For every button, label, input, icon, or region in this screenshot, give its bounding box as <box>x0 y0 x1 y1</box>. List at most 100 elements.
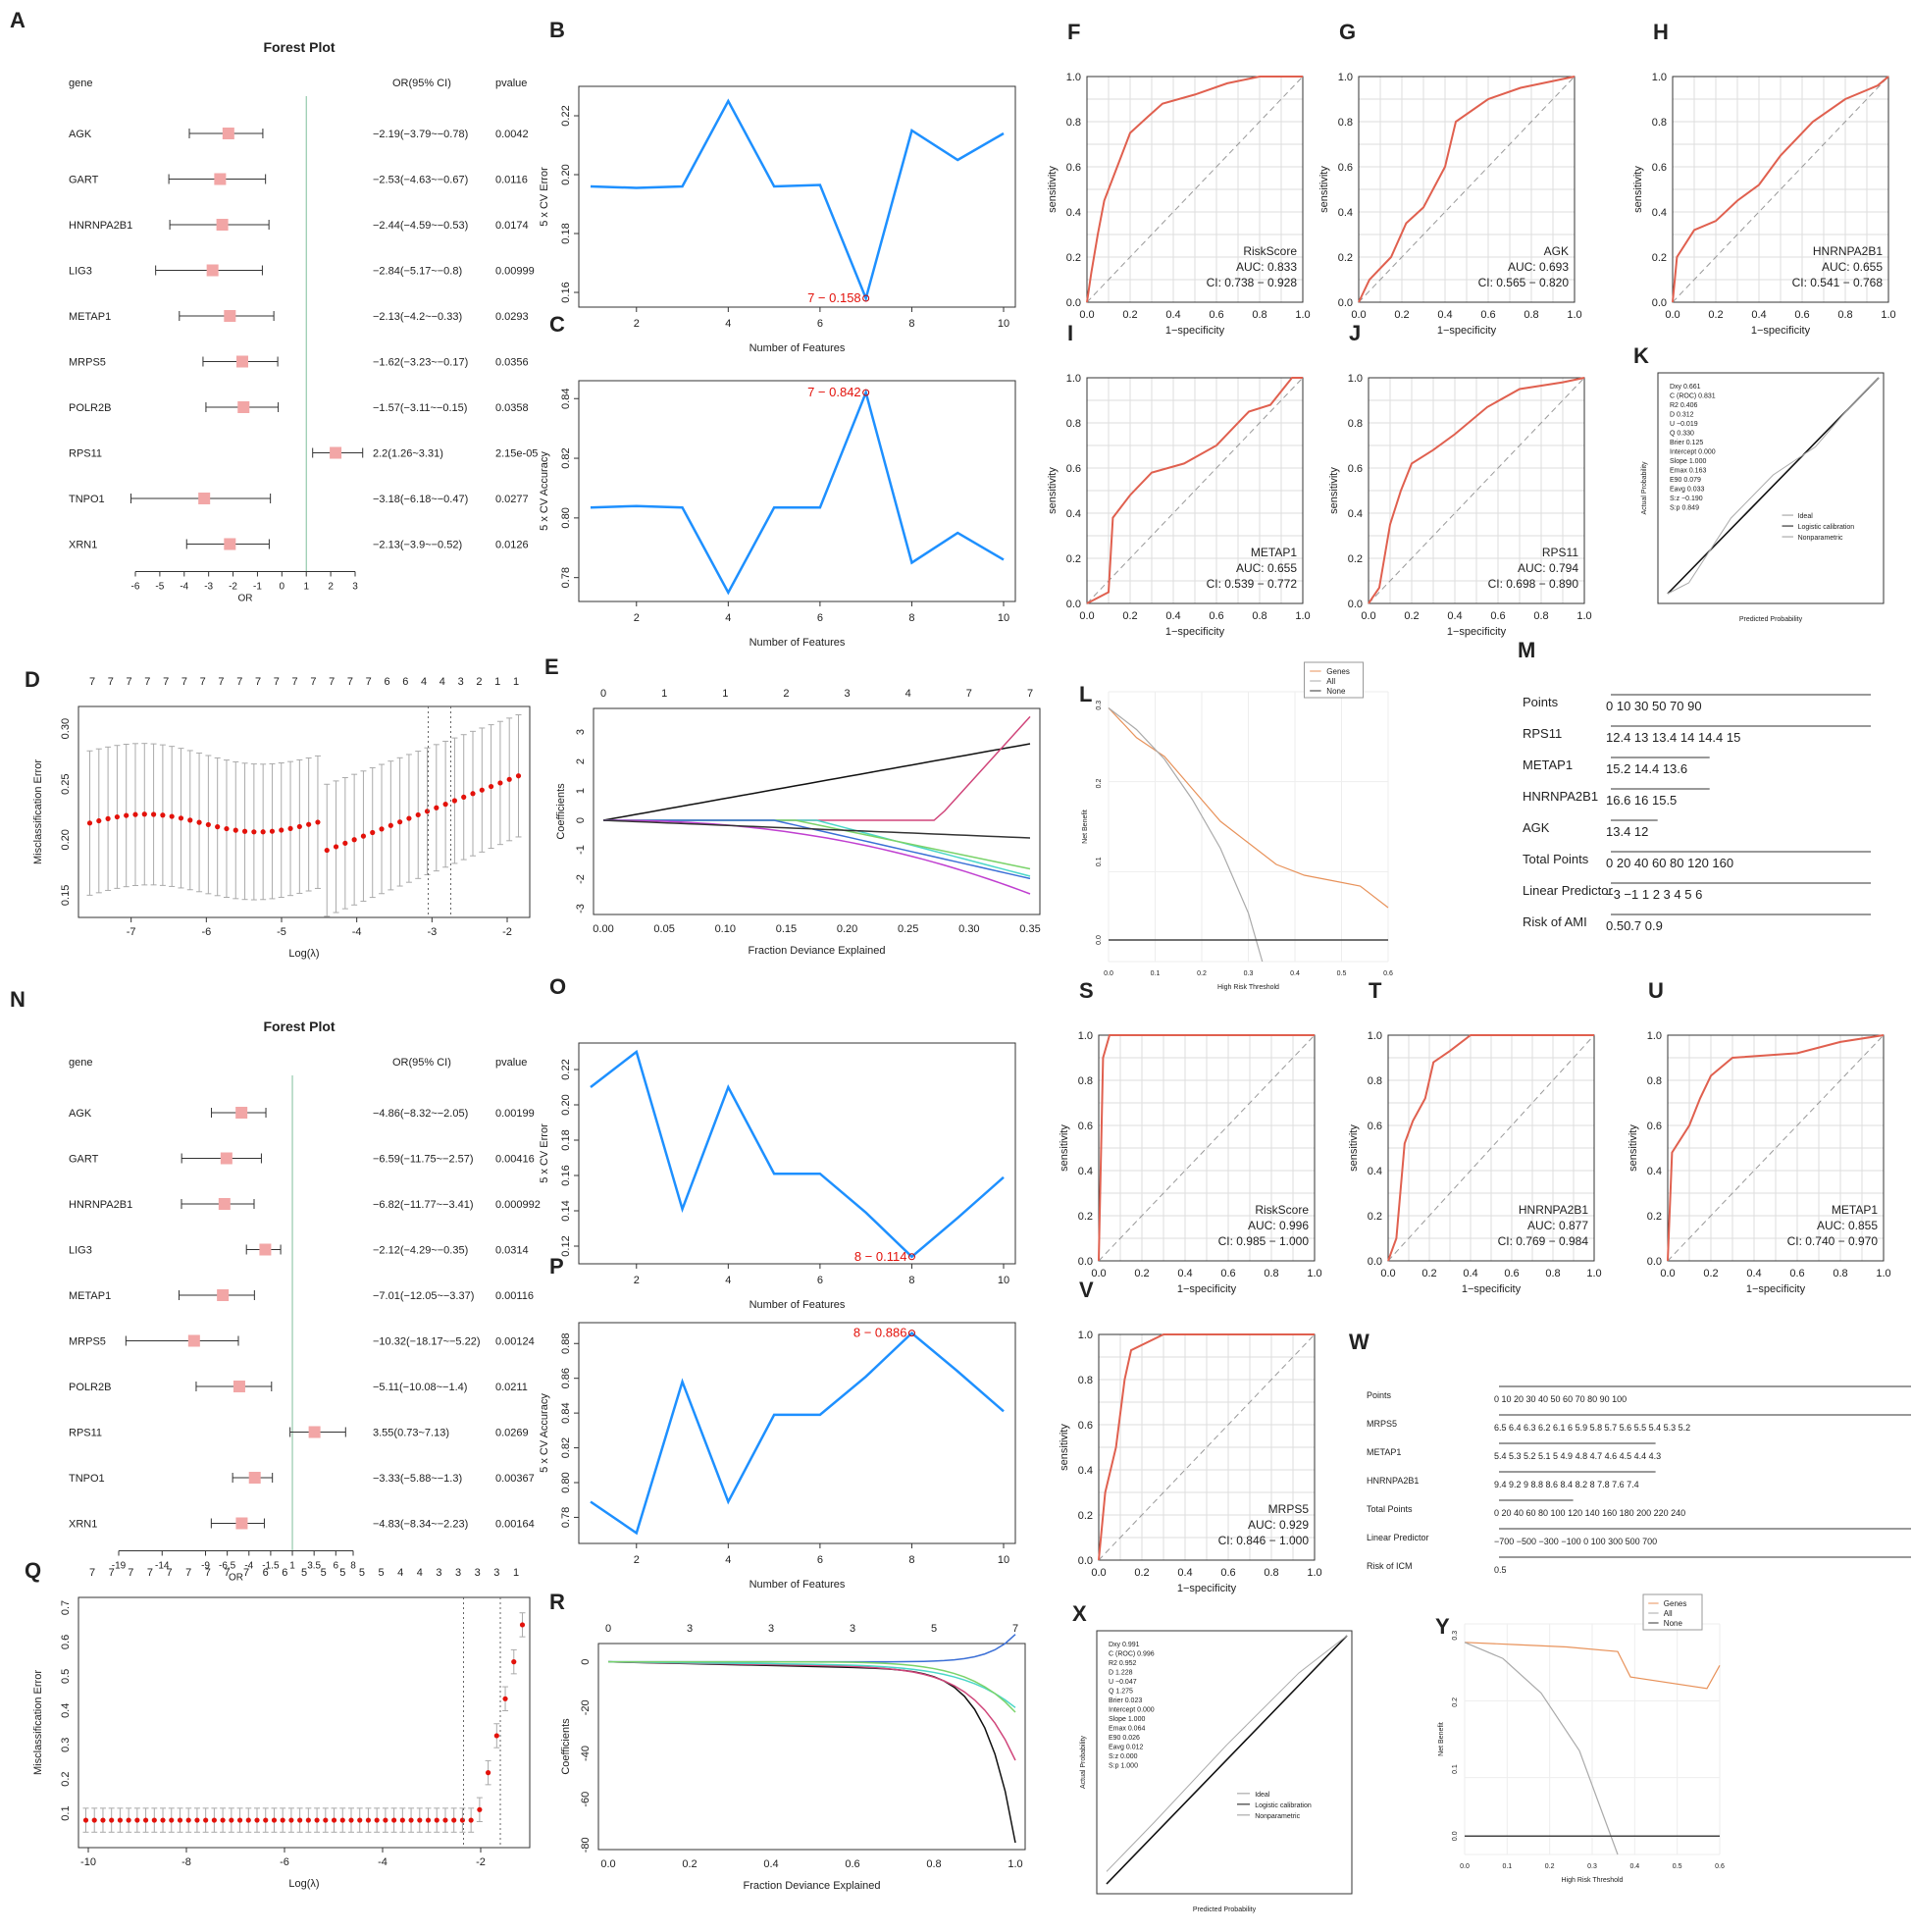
roc-x-tick-label: 0.6 <box>1789 1268 1804 1279</box>
roc-x-tick-label: 0.8 <box>1524 309 1538 321</box>
roc-x-tick-label: 0.2 <box>1708 309 1723 321</box>
x-tick-label: 6 <box>817 612 823 624</box>
roc-curve <box>1667 1034 1885 1262</box>
roc-y-tick-label: 0.4 <box>1078 1465 1093 1477</box>
y-tick-label: 0.12 <box>560 1235 572 1256</box>
roc-x-tick-label: 0.2 <box>1122 610 1137 622</box>
x-tick-label: 0.0 <box>600 1858 615 1870</box>
roc-x-tick-label: 0.0 <box>1091 1268 1106 1279</box>
top-axis-label: 7 <box>236 676 242 688</box>
gene-label: HNRNPA2B1 <box>69 220 132 232</box>
or-axis-tick-label: 1 <box>289 1561 295 1572</box>
top-axis-label: 0 <box>605 1623 611 1635</box>
roc-y-tick-label: 1.0 <box>1368 1030 1382 1042</box>
best-point-label: 7 − 0.158 <box>807 290 861 305</box>
estimate-box <box>235 1517 248 1530</box>
x-tick-label: 0.0 <box>1460 1863 1470 1870</box>
x-tick-label: 10 <box>998 318 1009 330</box>
top-axis-label: 3 <box>455 1567 461 1579</box>
roc-y-tick-label: 0.0 <box>1066 599 1081 610</box>
top-axis-label: 3 <box>493 1567 499 1579</box>
roc-frame <box>1672 76 1889 303</box>
gene-label: AGK <box>69 1108 92 1120</box>
calibration-stat: Brier 0.023 <box>1109 1697 1142 1704</box>
roc-y-tick-label: 1.0 <box>1078 1030 1093 1042</box>
top-axis-label: 3 <box>687 1623 693 1635</box>
x-axis-title: Number of Features <box>749 637 846 649</box>
y-tick-label: 0.1 <box>1096 857 1103 866</box>
mean-error-point <box>150 811 157 817</box>
pvalue-value: 0.0174 <box>495 220 529 232</box>
best-point-marker <box>862 294 870 302</box>
roc-ci: CI: 0.539 − 0.772 <box>1207 577 1298 591</box>
mean-error-point <box>519 1622 526 1628</box>
top-axis-label: 7 <box>255 676 261 688</box>
y-tick-label: 0.2 <box>1452 1697 1459 1707</box>
panel-label-A: A <box>10 8 26 32</box>
coefficient-path <box>603 715 1031 821</box>
top-axis-label: 4 <box>397 1567 403 1579</box>
mean-error-point <box>178 815 184 821</box>
top-axis-label: 2 <box>476 676 482 688</box>
or-axis-tick-label: -3 <box>204 582 213 593</box>
lasso-frame <box>78 1596 531 1849</box>
panel-label-O: O <box>549 974 566 999</box>
roc-ci: CI: 0.985 − 1.000 <box>1218 1234 1310 1248</box>
mean-error-point <box>132 811 138 817</box>
top-axis-label: 3 <box>458 676 464 688</box>
mean-error-point <box>263 1817 269 1823</box>
estimate-box <box>259 1243 272 1256</box>
mean-error-point <box>331 1817 337 1823</box>
y-tick-label: 0.0 <box>1452 1831 1459 1841</box>
roc-auc: AUC: 0.655 <box>1236 561 1297 575</box>
x-axis-title: Log(λ) <box>288 948 319 960</box>
nonparametric-curve <box>1106 1635 1348 1872</box>
nomogram-scale-labels: 16.6 16 15.5 <box>1606 793 1677 808</box>
roc-y-tick-label: 0.2 <box>1368 1211 1382 1223</box>
top-axis-label: 7 <box>128 1567 133 1579</box>
x-tick-label: 4 <box>725 612 731 624</box>
y-tick-label: 0.20 <box>60 829 72 850</box>
top-axis-label: 1 <box>513 1567 519 1579</box>
or-ci-value: 3.55(0.73~7.13) <box>373 1428 449 1439</box>
roc-y-tick-label: 0.2 <box>1647 1211 1662 1223</box>
panel-label-C: C <box>549 312 565 337</box>
all-curve <box>1108 707 1264 963</box>
x-tick-label: 10 <box>998 612 1009 624</box>
roc-x-axis-title: 1−specificity <box>1447 626 1507 638</box>
mean-error-point <box>415 811 421 818</box>
y-axis-title: 5 x CV Error <box>539 1123 550 1183</box>
pvalue-value: 0.00116 <box>495 1290 534 1302</box>
x-tick-label: -4 <box>378 1856 388 1868</box>
mean-error-point <box>348 1817 354 1823</box>
roc-model-name: RiskScore <box>1255 1203 1309 1217</box>
top-axis-label: 0 <box>600 688 606 700</box>
roc-y-tick-label: 0.6 <box>1078 1420 1093 1432</box>
top-axis-label: 7 <box>1027 688 1033 700</box>
mean-error-point <box>141 811 147 817</box>
y-tick-label: 0.1 <box>60 1805 72 1820</box>
x-tick-label: 0.00 <box>593 923 613 935</box>
mean-error-point <box>442 1817 448 1823</box>
x-tick-label: 1.0 <box>1008 1858 1022 1870</box>
roc-x-tick-label: 0.2 <box>1421 1268 1436 1279</box>
x-tick-label: 0.2 <box>1197 970 1207 977</box>
x-tick-label: 0.05 <box>653 923 674 935</box>
coefficient-path <box>603 819 1031 880</box>
top-axis-label: 4 <box>905 688 911 700</box>
panel-label-Q: Q <box>25 1558 41 1583</box>
top-axis-label: 6 <box>263 1567 269 1579</box>
y-tick-label: -1 <box>575 845 587 855</box>
roc-y-tick-label: 1.0 <box>1066 373 1081 385</box>
gene-label: GART <box>69 175 99 186</box>
y-tick-label: -60 <box>580 1792 592 1807</box>
calibration-stat: C (ROC) 0.831 <box>1670 393 1716 400</box>
x-tick-label: 10 <box>998 1554 1009 1566</box>
mean-error-point <box>442 802 448 808</box>
roc-y-tick-label: 0.6 <box>1652 162 1667 174</box>
roc-x-tick-label: 0.6 <box>1504 1268 1519 1279</box>
roc-x-tick-label: 0.6 <box>1209 610 1223 622</box>
y-tick-label: 0.18 <box>560 223 572 243</box>
or-ci-value: −2.13(−3.9~−0.52) <box>373 540 462 551</box>
mean-error-point <box>271 1817 278 1823</box>
